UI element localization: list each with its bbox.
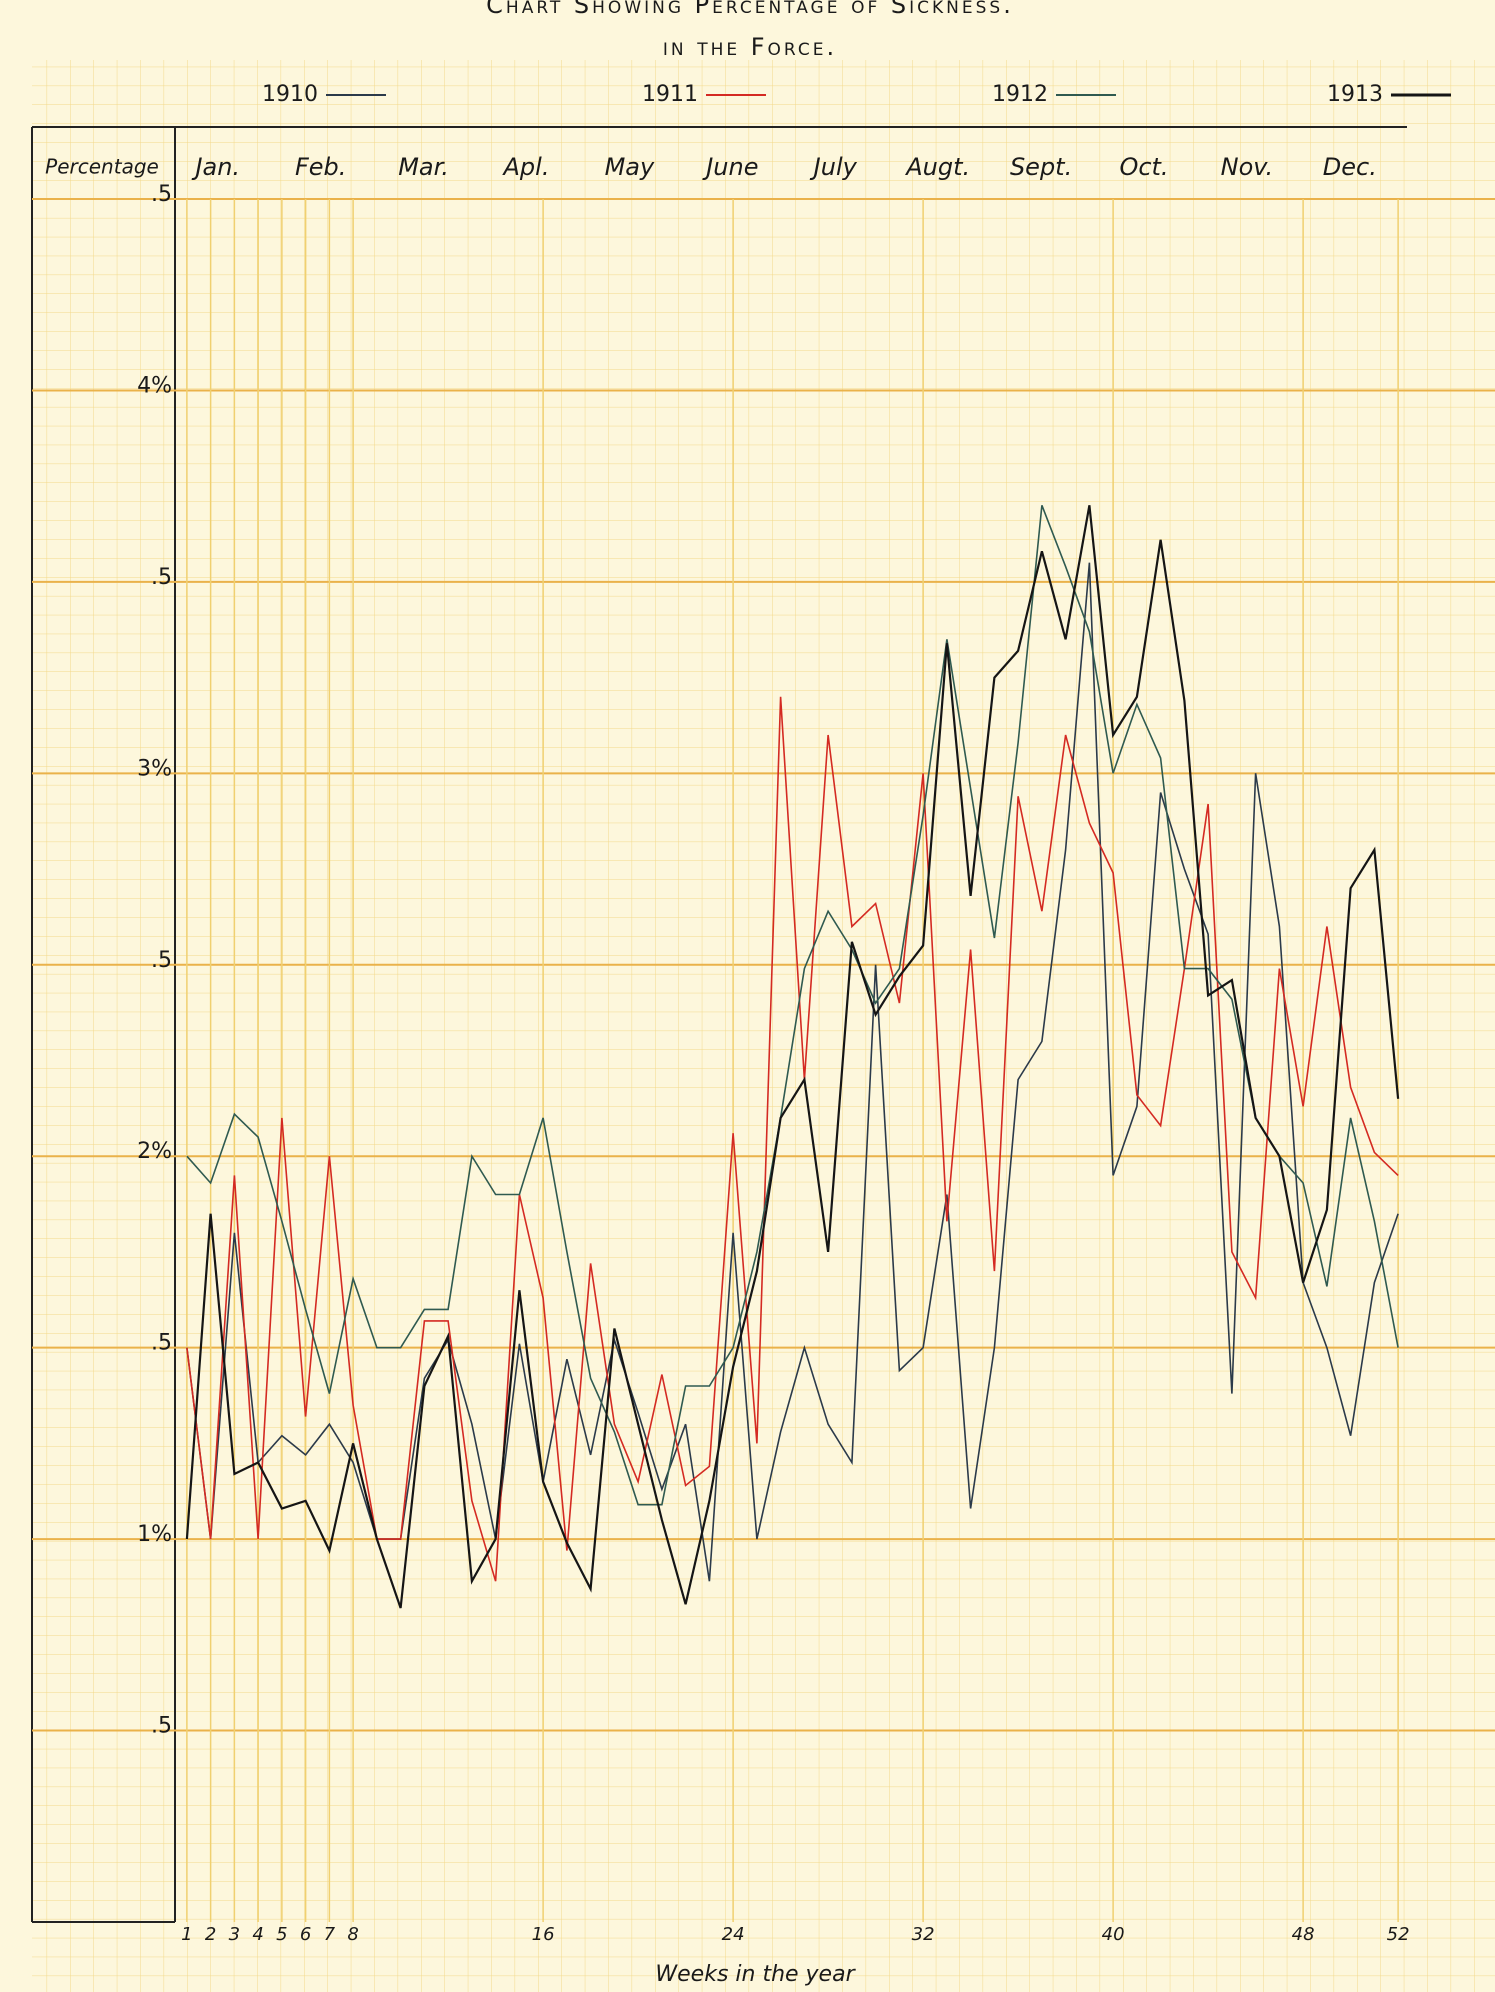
chart-subtitle: in the Force. [663,33,837,61]
paper-grid [32,60,1495,1992]
y-tick-label: 3% [137,756,172,781]
x-tick-label: 6 [300,1924,311,1945]
y-tick-label: 4% [137,373,172,398]
series-line [186,505,1399,1506]
x-tick-label: 48 [1292,1924,1315,1945]
legend-label: 1912 [992,82,1048,107]
month-label: May [605,153,655,181]
x-tick-label: 2 [205,1924,216,1945]
month-label: Dec. [1323,153,1377,181]
month-label: Augt. [904,153,970,181]
x-tick-label: 4 [252,1924,263,1945]
month-label: Nov. [1221,153,1274,181]
month-label: June [702,153,758,181]
series-line [186,696,1399,1582]
y-tick-label: .5 [151,948,172,973]
month-label: July [810,153,858,181]
x-tick-label: 7 [324,1924,336,1945]
x-tick-label: 16 [532,1924,555,1945]
x-tick-label: 1 [181,1924,192,1945]
y-axis-label: Percentage [45,155,159,179]
month-label: Feb. [295,153,346,181]
month-label: Jan. [191,153,240,181]
chart-title: Chart Showing Percentage of Sickness. [486,0,1014,19]
y-tick-label: 1% [137,1522,172,1547]
y-tick-label: .5 [151,182,172,207]
x-tick-label: 8 [347,1924,358,1945]
x-axis-label: Weeks in the year [655,1962,856,1987]
y-tick-label: 2% [137,1139,172,1164]
legend-label: 1911 [642,82,698,107]
x-tick-label: 40 [1102,1924,1125,1945]
month-label: Oct. [1119,153,1168,181]
y-tick-label: .5 [151,565,172,590]
x-tick-label: 3 [229,1924,240,1945]
y-tick-label: .5 [151,1331,172,1356]
x-tick-label: 5 [276,1924,287,1945]
x-tick-label: 52 [1387,1924,1410,1945]
legend-label: 1913 [1327,82,1383,107]
x-tick-label: 32 [912,1924,935,1945]
month-label: Apl. [502,153,550,181]
x-tick-label: 24 [722,1924,745,1945]
legend-label: 1910 [262,82,318,107]
y-tick-label: .5 [151,1714,172,1739]
series-line [185,505,1400,1609]
month-label: Sept. [1010,153,1072,181]
month-label: Mar. [398,153,449,181]
